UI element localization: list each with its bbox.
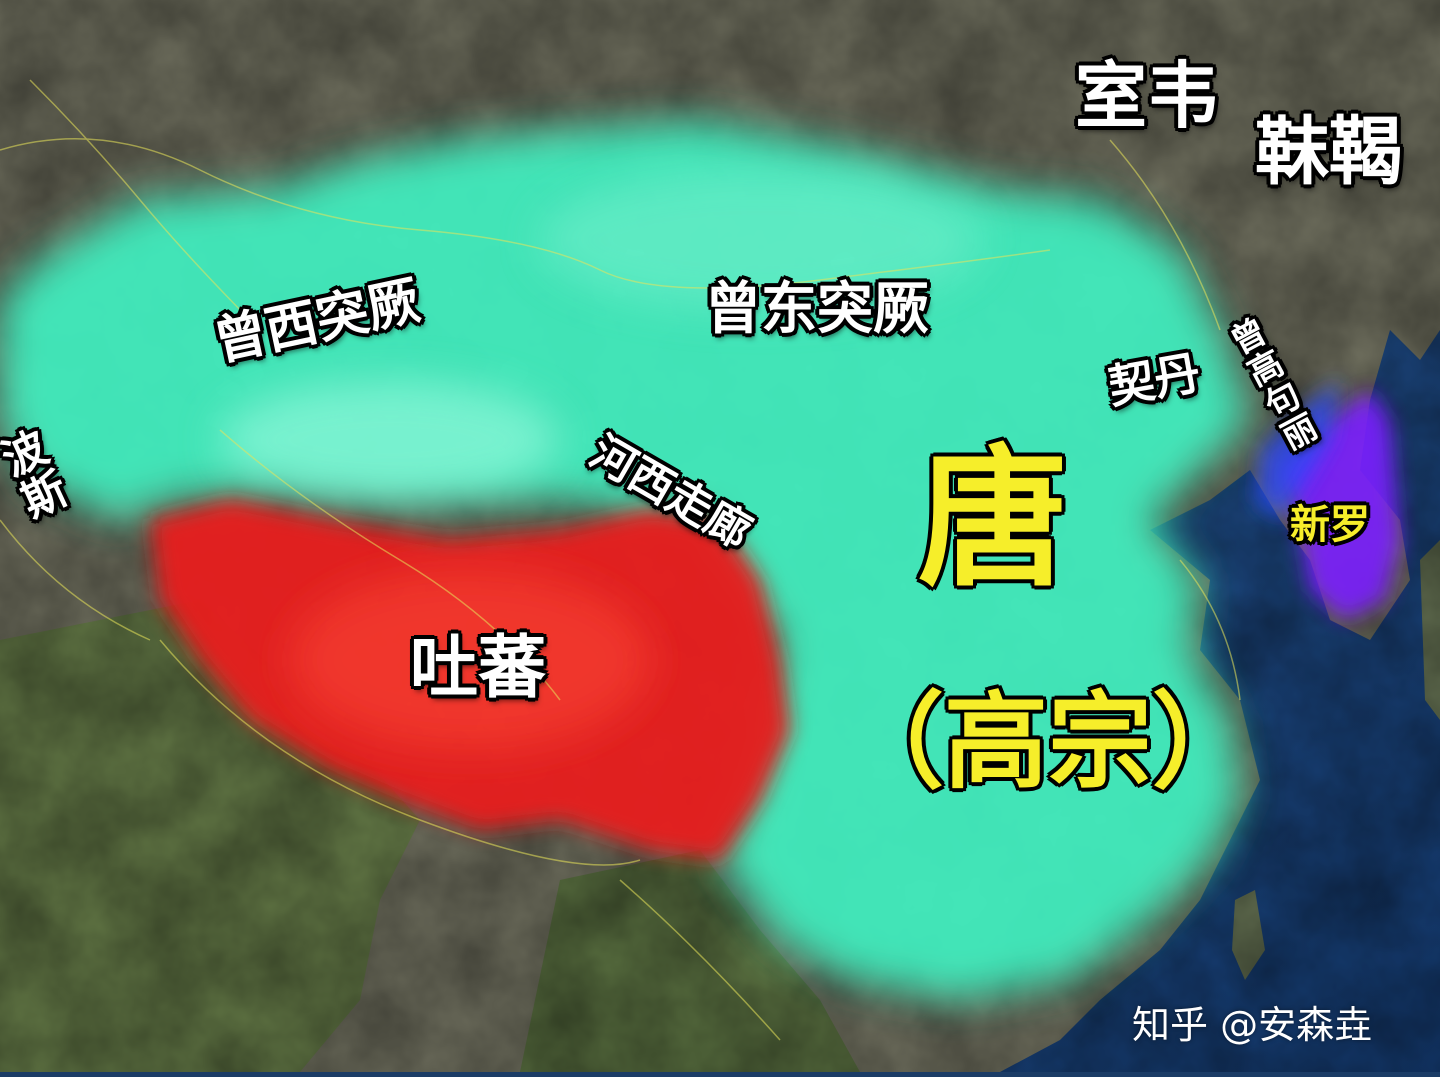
label-gaozong: （高宗）	[840, 681, 1257, 803]
label-silla: 新罗	[1290, 502, 1370, 548]
label-mohe: 靺鞨	[1255, 109, 1403, 195]
label-tubo: 吐蕃	[410, 629, 547, 708]
tang-turks-region	[0, 120, 1250, 1000]
label-shiwei: 室韦	[1075, 54, 1220, 138]
label-east-turks: 曾东突厥	[705, 277, 929, 342]
label-tang: 唐	[918, 433, 1069, 607]
watermark-text: 知乎 @安森垚	[1132, 1003, 1373, 1047]
